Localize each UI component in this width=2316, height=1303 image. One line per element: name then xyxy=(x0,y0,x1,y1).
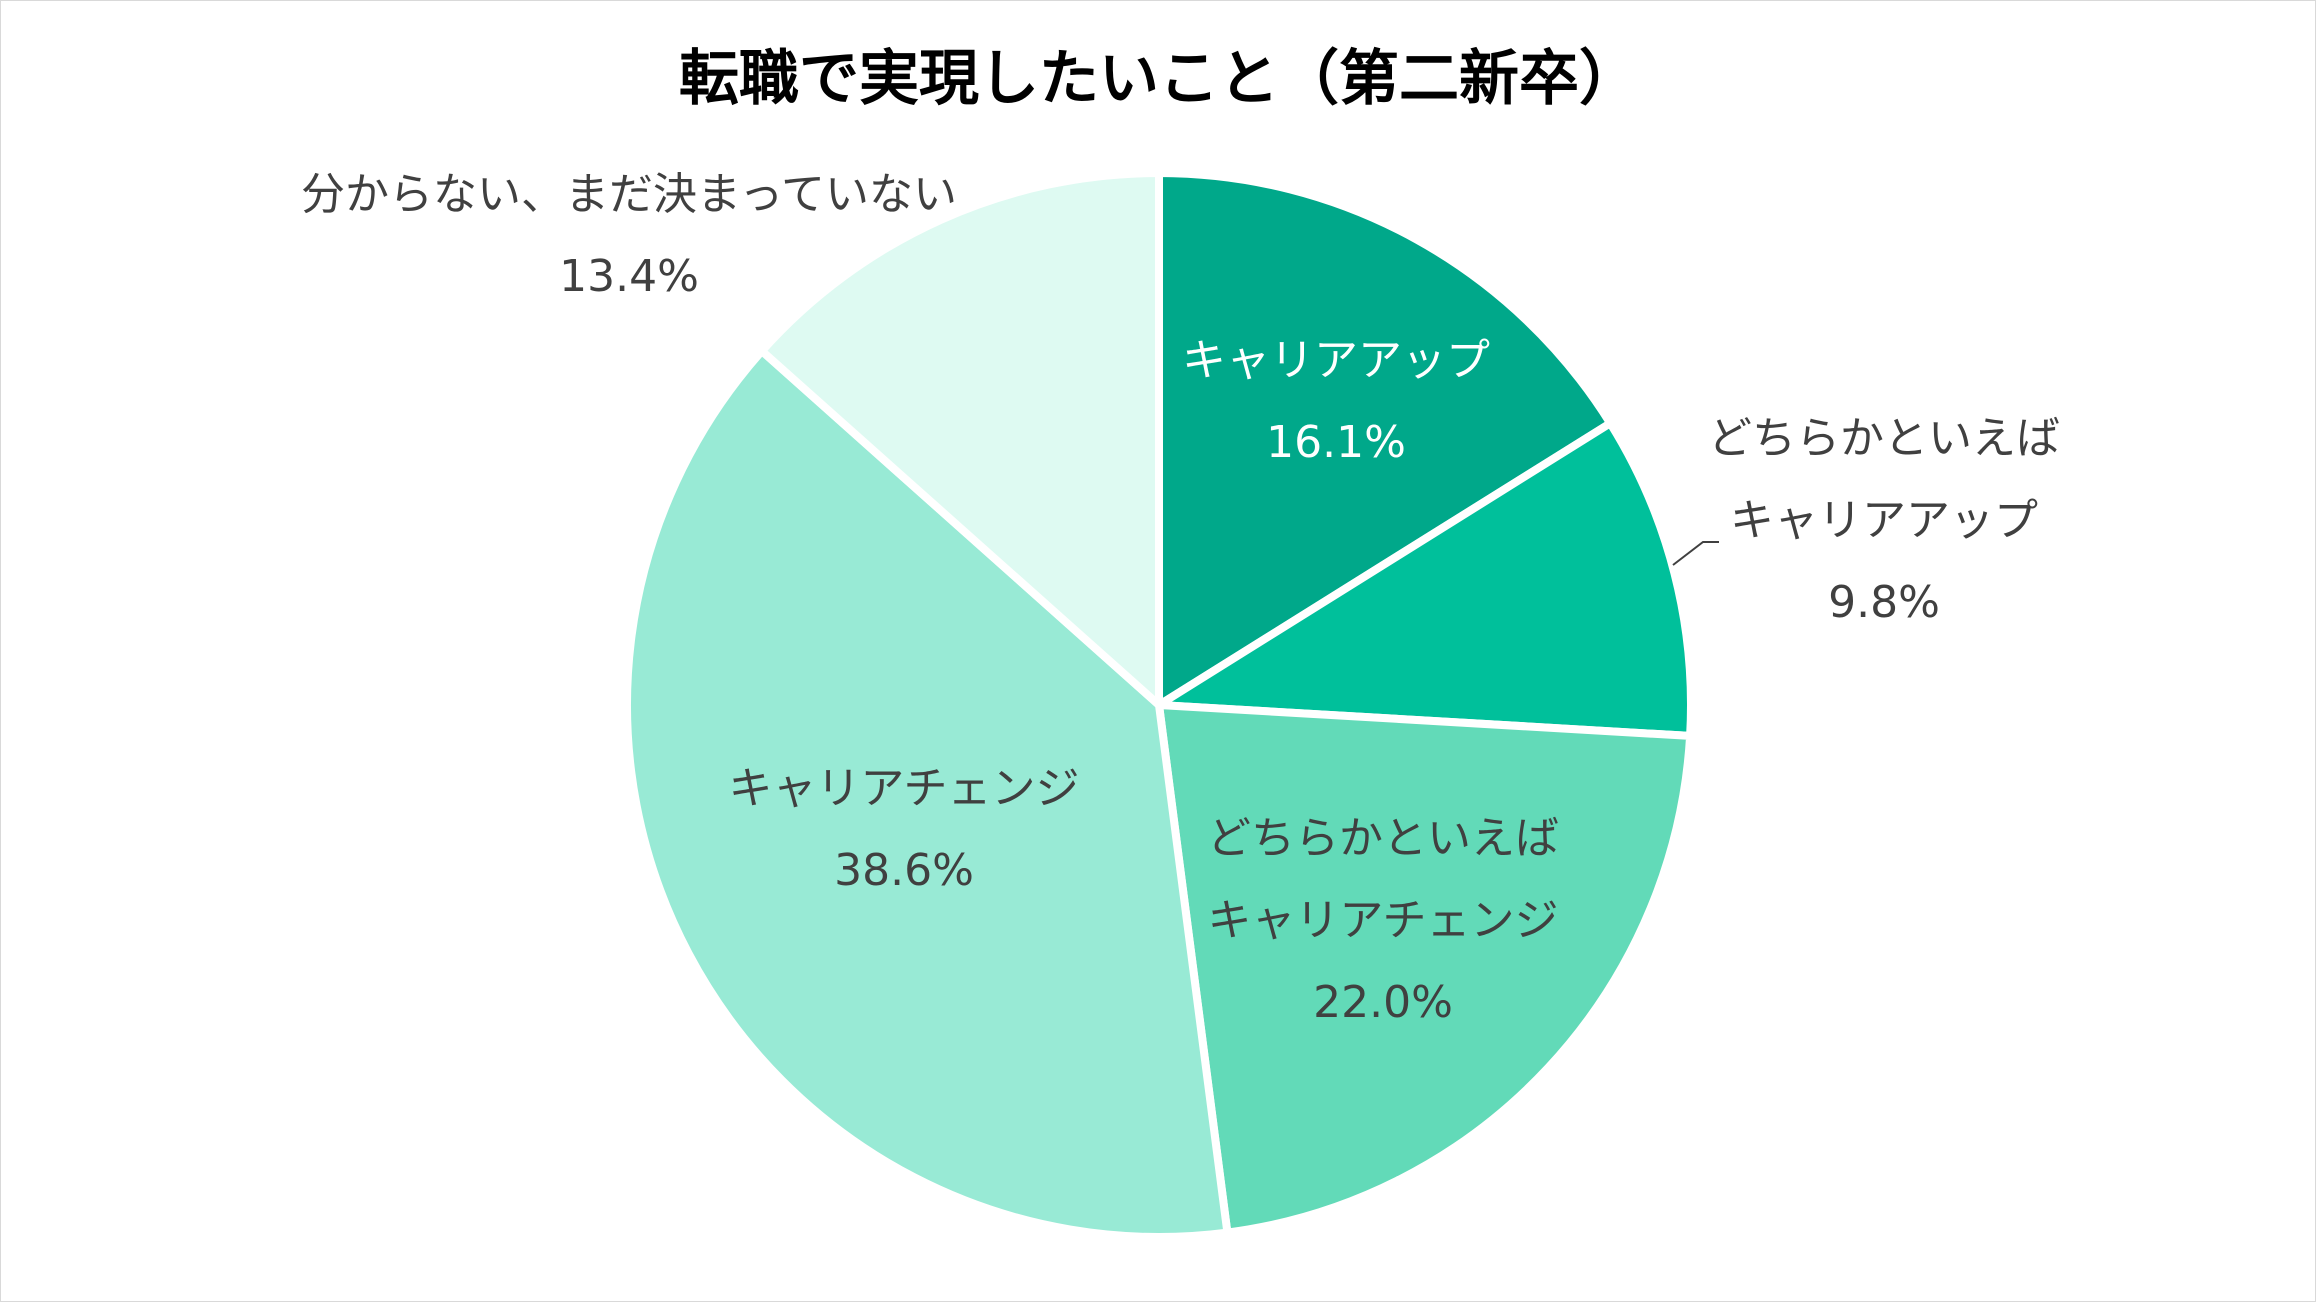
data-label-text-5: 分からない、まだ決まっていない xyxy=(301,169,957,220)
data-label-text-2: キャリアアップ xyxy=(1730,495,2038,546)
chart-title: 転職で実現したいこと（第二新卒） xyxy=(679,44,1639,114)
data-label-value-3: 22.0% xyxy=(1313,977,1453,1028)
data-label-text-3: どちらかといえば xyxy=(1207,813,1559,864)
data-label-text-1: キャリアアップ xyxy=(1182,335,1490,386)
data-label-value-1: 16.1% xyxy=(1266,417,1406,468)
leader-lines xyxy=(1672,541,1719,566)
data-label-text-3: キャリアチェンジ xyxy=(1207,895,1558,946)
data-label-value-4: 38.6% xyxy=(834,845,974,896)
pie-slice-5 xyxy=(757,169,1163,709)
data-label-value-2: 9.8% xyxy=(1828,577,1940,628)
pie-slice-3 xyxy=(1155,701,1695,1237)
data-label-text-4: キャリアチェンジ xyxy=(728,763,1079,814)
leader-line-2 xyxy=(1672,541,1719,566)
pie-slices xyxy=(623,169,1695,1241)
pie-slice-1 xyxy=(1155,169,1615,709)
data-label-value-5: 13.4% xyxy=(559,251,699,302)
pie-slice-4 xyxy=(623,347,1232,1241)
data-label-text-2: どちらかといえば xyxy=(1708,413,2060,464)
pie-slice-2 xyxy=(1155,419,1695,740)
